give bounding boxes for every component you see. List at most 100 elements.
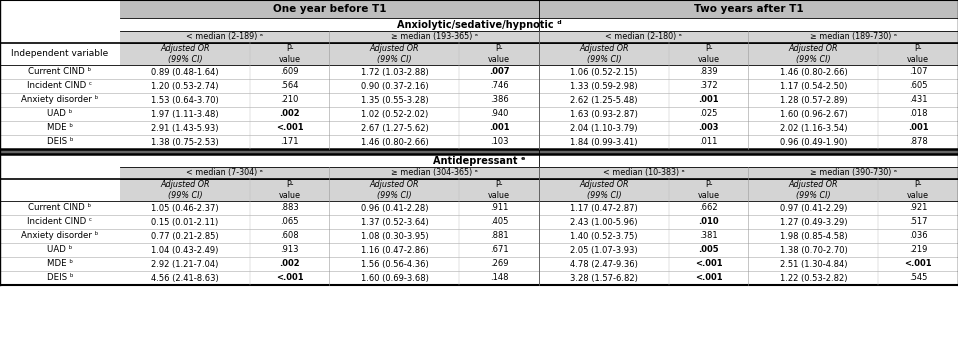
Bar bbox=[120, 271, 250, 285]
Text: One year before T1: One year before T1 bbox=[273, 4, 386, 14]
Text: P-
value: P- value bbox=[489, 44, 511, 64]
Bar bbox=[330, 229, 460, 243]
Bar bbox=[0, 121, 120, 135]
Bar bbox=[0, 149, 958, 154]
Bar bbox=[460, 65, 539, 79]
Bar bbox=[878, 107, 958, 121]
Bar bbox=[330, 179, 460, 201]
Bar bbox=[0, 257, 120, 271]
Text: < median (10-383) ᵃ: < median (10-383) ᵃ bbox=[603, 168, 685, 178]
Bar bbox=[669, 93, 748, 107]
Text: Adjusted OR
(99% CI): Adjusted OR (99% CI) bbox=[370, 44, 420, 64]
Text: MDE ᵇ: MDE ᵇ bbox=[47, 124, 73, 132]
Text: .025: .025 bbox=[699, 110, 718, 119]
Text: .545: .545 bbox=[909, 273, 927, 283]
Text: 1.38 (0.75-2.53): 1.38 (0.75-2.53) bbox=[151, 137, 218, 147]
Bar bbox=[0, 31, 120, 43]
Text: .210: .210 bbox=[281, 95, 299, 105]
Text: 2.04 (1.10-3.79): 2.04 (1.10-3.79) bbox=[570, 124, 638, 132]
Bar bbox=[250, 107, 330, 121]
Bar bbox=[0, 93, 120, 107]
Text: <.001: <.001 bbox=[276, 124, 304, 132]
Text: 3.28 (1.57-6.82): 3.28 (1.57-6.82) bbox=[570, 273, 638, 283]
Text: <.001: <.001 bbox=[904, 260, 932, 268]
Text: 1.16 (0.47-2.86): 1.16 (0.47-2.86) bbox=[360, 246, 428, 255]
Text: .746: .746 bbox=[490, 82, 509, 90]
Bar bbox=[0, 18, 958, 31]
Bar bbox=[748, 167, 958, 179]
Bar bbox=[460, 243, 539, 257]
Text: ≥ median (390-730) ᵃ: ≥ median (390-730) ᵃ bbox=[810, 168, 897, 178]
Text: 4.56 (2.41-8.63): 4.56 (2.41-8.63) bbox=[151, 273, 218, 283]
Text: .405: .405 bbox=[490, 218, 509, 226]
Bar bbox=[460, 121, 539, 135]
Text: Adjusted OR
(99% CI): Adjusted OR (99% CI) bbox=[370, 180, 420, 200]
Text: .269: .269 bbox=[490, 260, 509, 268]
Bar bbox=[878, 43, 958, 65]
Text: .171: .171 bbox=[281, 137, 299, 147]
Bar bbox=[120, 65, 250, 79]
Bar bbox=[878, 65, 958, 79]
Text: 1.33 (0.59-2.98): 1.33 (0.59-2.98) bbox=[570, 82, 638, 90]
Text: .662: .662 bbox=[699, 204, 718, 213]
Text: .564: .564 bbox=[281, 82, 299, 90]
Bar bbox=[539, 201, 669, 215]
Bar bbox=[539, 179, 669, 201]
Bar bbox=[669, 229, 748, 243]
Bar bbox=[748, 107, 878, 121]
Text: .003: .003 bbox=[698, 124, 718, 132]
Bar bbox=[120, 43, 250, 65]
Bar bbox=[878, 93, 958, 107]
Bar bbox=[460, 179, 539, 201]
Bar bbox=[460, 229, 539, 243]
Text: .883: .883 bbox=[281, 204, 299, 213]
Bar bbox=[120, 179, 250, 201]
Text: 1.17 (0.47-2.87): 1.17 (0.47-2.87) bbox=[570, 204, 638, 213]
Bar bbox=[120, 201, 250, 215]
Bar bbox=[250, 271, 330, 285]
Text: 1.60 (0.69-3.68): 1.60 (0.69-3.68) bbox=[360, 273, 428, 283]
Bar bbox=[120, 243, 250, 257]
Text: ≥ median (304-365) ᵃ: ≥ median (304-365) ᵃ bbox=[391, 168, 478, 178]
Text: .517: .517 bbox=[909, 218, 927, 226]
Text: 2.67 (1.27-5.62): 2.67 (1.27-5.62) bbox=[360, 124, 428, 132]
Text: < median (2-189) ᵃ: < median (2-189) ᵃ bbox=[186, 32, 263, 42]
Text: Incident CIND ᶜ: Incident CIND ᶜ bbox=[28, 218, 93, 226]
Bar bbox=[0, 201, 120, 215]
Bar bbox=[330, 167, 539, 179]
Bar bbox=[120, 229, 250, 243]
Bar bbox=[120, 79, 250, 93]
Text: 1.46 (0.80-2.66): 1.46 (0.80-2.66) bbox=[360, 137, 428, 147]
Bar bbox=[120, 121, 250, 135]
Text: Current CIND ᵇ: Current CIND ᵇ bbox=[29, 68, 92, 77]
Bar bbox=[460, 257, 539, 271]
Bar bbox=[539, 79, 669, 93]
Bar bbox=[748, 135, 878, 149]
Bar bbox=[539, 0, 958, 18]
Bar bbox=[0, 179, 120, 201]
Bar bbox=[748, 179, 878, 201]
Text: 1.40 (0.52-3.75): 1.40 (0.52-3.75) bbox=[570, 231, 638, 241]
Bar bbox=[748, 257, 878, 271]
Text: 1.63 (0.93-2.87): 1.63 (0.93-2.87) bbox=[570, 110, 638, 119]
Text: .107: .107 bbox=[909, 68, 927, 77]
Text: Anxiety disorder ᵇ: Anxiety disorder ᵇ bbox=[21, 95, 99, 105]
Text: <.001: <.001 bbox=[695, 260, 722, 268]
Text: Two years after T1: Two years after T1 bbox=[694, 4, 804, 14]
Bar bbox=[539, 31, 748, 43]
Text: 4.78 (2.47-9.36): 4.78 (2.47-9.36) bbox=[570, 260, 638, 268]
Bar bbox=[878, 201, 958, 215]
Bar bbox=[878, 229, 958, 243]
Text: UAD ᵇ: UAD ᵇ bbox=[47, 110, 73, 119]
Text: Current CIND ᵇ: Current CIND ᵇ bbox=[29, 204, 92, 213]
Text: .839: .839 bbox=[699, 68, 718, 77]
Text: .148: .148 bbox=[490, 273, 509, 283]
Bar bbox=[539, 135, 669, 149]
Bar bbox=[878, 79, 958, 93]
Bar bbox=[120, 93, 250, 107]
Bar bbox=[878, 243, 958, 257]
Bar bbox=[460, 215, 539, 229]
Text: 1.17 (0.54-2.50): 1.17 (0.54-2.50) bbox=[780, 82, 847, 90]
Text: 1.84 (0.99-3.41): 1.84 (0.99-3.41) bbox=[570, 137, 638, 147]
Text: < median (2-180) ᵃ: < median (2-180) ᵃ bbox=[605, 32, 682, 42]
